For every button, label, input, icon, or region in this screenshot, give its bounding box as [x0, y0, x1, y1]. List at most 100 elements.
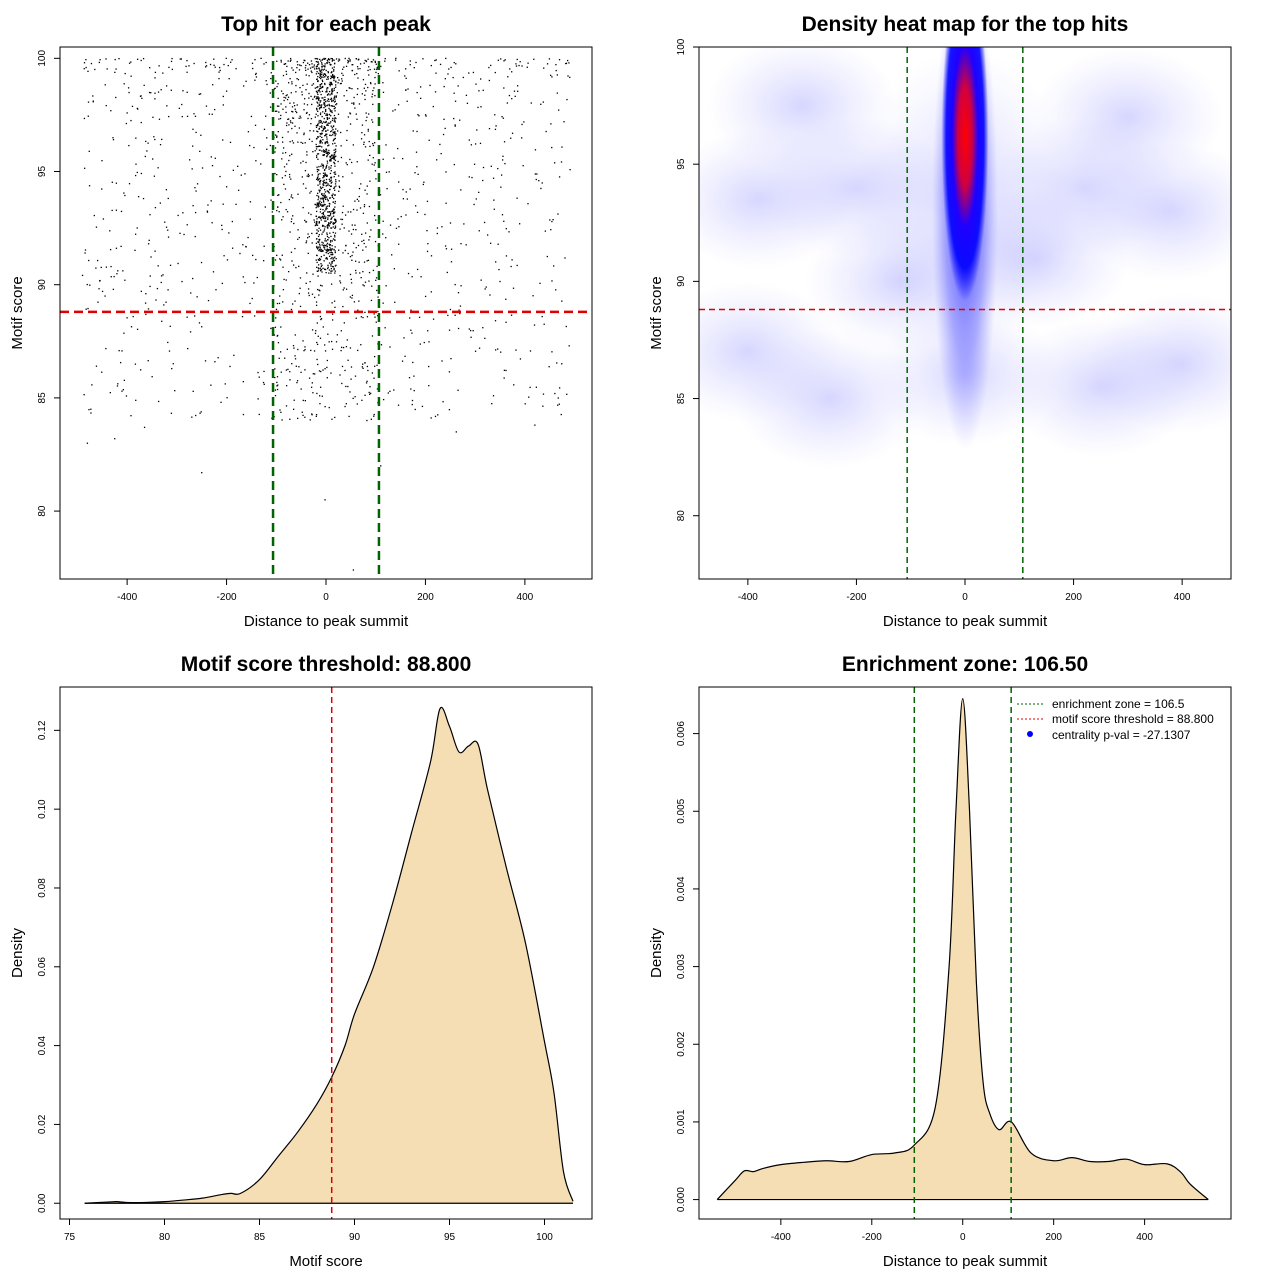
scatter-point [179, 58, 181, 60]
scatter-point [411, 403, 413, 406]
scatter-point [316, 153, 319, 155]
scatter-point [171, 68, 174, 71]
scatter-point [546, 255, 548, 258]
scatter-point [156, 287, 159, 290]
scatter-point [179, 232, 181, 234]
scatter-point [327, 211, 329, 213]
scatter-point [450, 248, 453, 250]
scatter-point [361, 399, 363, 401]
scatter-point [503, 220, 505, 222]
scatter-point [393, 157, 395, 159]
scatter-point [349, 123, 352, 125]
scatter-point [226, 259, 229, 261]
scatter-point [325, 134, 327, 137]
scatter-point [465, 244, 467, 246]
scatter-point [349, 87, 351, 89]
scatter-point [359, 272, 361, 274]
scatter-point [251, 62, 254, 64]
scatter-point [454, 100, 457, 102]
scatter-point [211, 222, 213, 224]
scatter-point [111, 209, 113, 212]
scatter-point [472, 71, 475, 74]
scatter-point [270, 77, 272, 80]
scatter-point [353, 96, 355, 99]
scatter-point [255, 160, 257, 162]
scatter-point [285, 279, 287, 281]
scatter-point [364, 281, 367, 283]
scatter-point [443, 118, 445, 120]
scatter-point [363, 141, 365, 143]
scatter-point [92, 101, 94, 103]
scatter-point [322, 184, 324, 186]
scatter-point [337, 82, 339, 84]
scatter-title: Top hit for each peak [221, 13, 431, 36]
scatter-point [324, 105, 326, 108]
scatter-point [321, 217, 323, 219]
scatter-point [321, 216, 323, 218]
scatter-point [367, 69, 369, 72]
scatter-point [298, 127, 301, 129]
scatter-point [334, 416, 336, 419]
scatter-point [444, 127, 446, 130]
scatter-point [326, 190, 328, 192]
y-tick-label: 0.10 [37, 799, 48, 819]
scatter-point [321, 204, 323, 206]
scatter-point [345, 385, 347, 388]
scatter-point [322, 76, 324, 78]
scatter-point [332, 157, 335, 159]
scatter-point [332, 223, 335, 225]
scatter-outlier [143, 426, 146, 429]
scatter-point [350, 211, 352, 213]
scatter-point [314, 68, 316, 70]
scatter-point [329, 197, 331, 199]
scatter-point [89, 284, 91, 286]
scatter-point [150, 256, 152, 258]
legend-label-enrichment: enrichment zone = 106.5 [1052, 697, 1185, 711]
legend-key-centrality [1027, 731, 1033, 737]
scatter-point [317, 204, 320, 206]
scatter-point [408, 377, 411, 379]
scatter-point [318, 128, 320, 130]
scatter-point [411, 332, 413, 334]
scatter-point [331, 194, 333, 197]
scatter-point [322, 139, 324, 141]
scatter-point [465, 94, 468, 97]
scatter-point [305, 112, 308, 115]
scatter-point [364, 94, 366, 96]
scatter-point [278, 118, 280, 120]
scatter-point [331, 260, 333, 263]
scatter-point [555, 289, 557, 291]
scatter-point [98, 288, 100, 290]
scatter-point [101, 188, 103, 190]
scatter-point [336, 92, 338, 94]
scatter-point [326, 105, 328, 107]
scatter-point [326, 90, 328, 92]
scatter-point [363, 62, 365, 64]
scatter-point [322, 215, 324, 217]
scatter-point [365, 60, 368, 63]
scatter-point [276, 85, 278, 88]
scatter-point [328, 144, 330, 146]
scatter-point [333, 157, 336, 159]
scatter-point [505, 255, 508, 257]
scatter-point [304, 400, 307, 402]
scatter-point [245, 246, 247, 248]
scatter-point [318, 222, 320, 224]
scatter-point [504, 59, 506, 61]
scatter-point [322, 244, 325, 247]
scatter-point [111, 181, 113, 183]
scatter-point [294, 334, 296, 336]
scatter-point [397, 404, 400, 406]
scatter-point [326, 174, 328, 176]
scatter-point [334, 120, 336, 122]
scatter-point [284, 97, 287, 99]
distance-density-xlabel: Distance to peak summit [883, 1253, 1048, 1270]
scatter-point [84, 249, 87, 251]
scatter-point [340, 330, 342, 332]
scatter-point [500, 186, 502, 188]
scatter-point [357, 88, 359, 90]
scatter-point [255, 258, 257, 261]
scatter-point [204, 66, 207, 68]
scatter-point [333, 118, 336, 120]
scatter-point [376, 68, 378, 71]
